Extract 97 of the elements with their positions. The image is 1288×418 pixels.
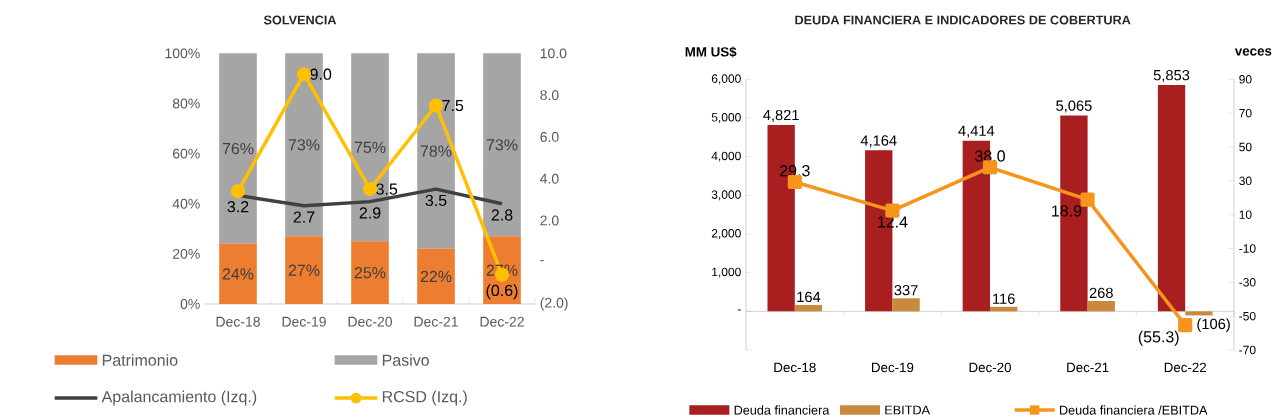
x-tick-label: Dec-21 — [1067, 362, 1109, 373]
data-label: 78% — [420, 145, 452, 157]
legend-label: EBITDA — [885, 405, 931, 415]
point — [362, 182, 378, 197]
data-label: 24% — [222, 268, 254, 280]
data-label: (106) — [1197, 318, 1230, 333]
x-tick-label: Dec-21 — [414, 316, 458, 327]
data-label: 25% — [354, 267, 386, 279]
y2-tick-label: 4.0 — [540, 173, 559, 184]
bar — [219, 53, 257, 244]
bar — [1087, 300, 1115, 312]
y-tick-label: 2,000 — [711, 229, 741, 239]
data-label: 27% — [288, 264, 320, 276]
data-label: 3.2 — [227, 200, 249, 213]
legend-label: RCSD (Izq.) — [382, 390, 467, 406]
data-label: 2.9 — [359, 207, 381, 219]
bar — [417, 248, 455, 304]
x-tick-label: Dec-22 — [1164, 362, 1207, 373]
bar — [219, 243, 257, 304]
x-tick-label: Dec-20 — [348, 316, 393, 327]
x-tick-label: Dec-18 — [774, 362, 816, 373]
data-label: 4,164 — [860, 135, 897, 148]
x-tick-label: Dec-19 — [872, 362, 914, 373]
y2-tick-label: -70 — [1239, 345, 1256, 355]
x-tick-label: Dec-20 — [969, 362, 1011, 373]
data-label: 3.5 — [376, 183, 398, 195]
data-label: 5,065 — [1056, 100, 1092, 113]
data-label: 75% — [354, 141, 386, 153]
point — [1080, 192, 1095, 207]
point — [296, 67, 312, 82]
data-label: 2.7 — [293, 211, 315, 223]
legend-label: Patrimonio — [102, 354, 178, 366]
bar — [1185, 311, 1213, 316]
data-label: (55.3) — [1138, 330, 1179, 346]
y-tick-label: 6,000 — [711, 74, 741, 85]
x-tick-label: Dec-19 — [282, 316, 326, 327]
data-label: 268 — [1089, 287, 1113, 299]
data-label: 76% — [222, 142, 254, 155]
data-label: 116 — [993, 293, 1015, 304]
y-tick-label: 0% — [180, 299, 200, 309]
y-tick-label: 5,000 — [711, 113, 741, 123]
y2-tick-label: 10 — [1239, 210, 1252, 219]
data-label: 3.5 — [425, 194, 447, 207]
data-label: 164 — [797, 291, 821, 303]
bar — [285, 236, 323, 304]
y-tick-label: 4,000 — [711, 151, 741, 162]
data-label: 7.5 — [442, 99, 464, 112]
data-label: 4,821 — [763, 109, 799, 122]
bar — [1157, 85, 1186, 312]
y2-tick-label: 2.0 — [540, 215, 559, 226]
y-tick-label: 1,000 — [712, 267, 741, 278]
data-label: (0.6) — [486, 284, 518, 300]
point — [230, 184, 246, 199]
data-label: 4,414 — [958, 125, 995, 138]
data-label: 73% — [486, 139, 518, 151]
y2-tick-label: 90 — [1239, 75, 1252, 84]
y-axis-title: MM US$ — [685, 46, 737, 58]
data-label: 337 — [894, 285, 918, 296]
point — [1178, 318, 1193, 333]
y-tick-label: 80% — [172, 98, 200, 109]
data-label: 5,853 — [1153, 69, 1190, 83]
legend-label: Apalancamiento (Izq.) — [101, 390, 257, 406]
y2-tick-label: -30 — [1239, 278, 1256, 287]
y-tick-label: 3,000 — [711, 190, 741, 201]
y-tick-label: 40% — [172, 198, 200, 209]
chart-title: DEUDA FINANCIERA E INDICADORES DE COBERTURA — [795, 15, 1131, 25]
data-label: 38.0 — [975, 150, 1005, 162]
legend-label: Deuda financiera — [734, 405, 830, 415]
y2-axis-title: veces — [1234, 48, 1272, 56]
data-label: 22% — [420, 270, 452, 283]
y-tick-label: 20% — [172, 248, 200, 259]
legend-label: Deuda financiera /EBITDA — [1059, 405, 1208, 415]
y2-tick-label: -50 — [1239, 311, 1256, 321]
y2-tick-label: 50 — [1239, 142, 1252, 152]
x-tick-label: Dec-22 — [480, 316, 524, 327]
bar — [483, 53, 521, 237]
y2-tick-label: -10 — [1239, 244, 1256, 253]
point — [428, 98, 444, 113]
y-tick-label: - — [737, 309, 741, 311]
y2-tick-label: 6.0 — [540, 131, 559, 142]
y2-tick-label: 70 — [1239, 108, 1252, 118]
y2-tick-label: 10.0 — [540, 48, 567, 59]
y2-tick-label: 8.0 — [540, 90, 559, 101]
chart-title: SOLVENCIA — [263, 15, 337, 25]
bar — [351, 241, 389, 304]
bar — [892, 298, 920, 312]
y-tick-label: 60% — [172, 148, 200, 159]
y2-tick-label: 30 — [1239, 176, 1252, 186]
y2-tick-label: - — [540, 260, 544, 262]
x-tick-label: Dec-18 — [216, 316, 260, 327]
y-tick-label: 100% — [165, 48, 200, 59]
legend-label: Pasivo — [382, 354, 429, 366]
data-label: 73% — [288, 139, 320, 151]
data-label: 9.0 — [310, 68, 332, 80]
bar — [794, 304, 823, 312]
data-label: 2.8 — [491, 209, 513, 221]
y2-tick-label: (2.0) — [540, 297, 568, 311]
